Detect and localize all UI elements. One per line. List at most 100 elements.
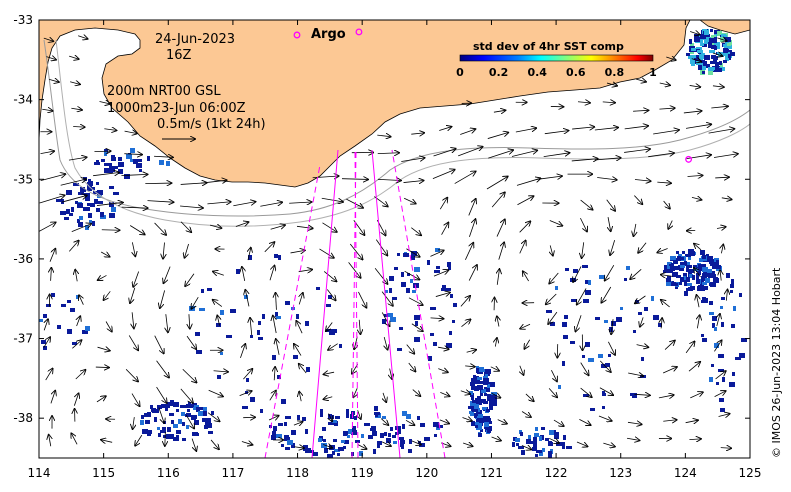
current-vector <box>462 443 472 446</box>
sst-pixel <box>709 377 713 382</box>
current-vector <box>603 443 614 446</box>
sst-pixel <box>719 398 724 402</box>
current-vector <box>290 250 305 253</box>
sst-pixel <box>384 314 388 317</box>
current-vector <box>43 337 50 348</box>
sst-pixel <box>686 277 690 282</box>
current-vector <box>323 445 332 448</box>
current-vector <box>469 219 475 238</box>
sst-pixel <box>197 407 203 410</box>
sst-pixel <box>556 442 560 446</box>
sst-pixel <box>180 405 186 408</box>
sst-pixel <box>521 450 525 455</box>
current-vector <box>708 129 735 134</box>
current-vector <box>233 202 255 207</box>
current-vector <box>491 437 501 441</box>
sst-pixel <box>667 266 671 271</box>
current-vector <box>663 200 670 208</box>
sst-pixel <box>258 337 263 340</box>
sst-pixel <box>78 222 83 227</box>
current-vector <box>133 417 135 429</box>
current-vector <box>296 321 303 334</box>
current-vector <box>726 290 727 301</box>
sst-pixel <box>700 39 703 42</box>
sst-pixel <box>106 168 110 173</box>
current-vector <box>571 159 598 161</box>
sst-pixel <box>677 282 682 285</box>
current-vector <box>549 220 562 225</box>
current-vector <box>274 367 275 381</box>
current-vector <box>576 441 588 446</box>
current-vector <box>536 176 562 180</box>
current-vector <box>79 295 83 305</box>
sst-pixel <box>723 44 726 47</box>
sst-pixel <box>686 288 689 291</box>
sst-pixel <box>570 341 575 344</box>
sst-pixel <box>104 163 110 166</box>
x-tick-label: 124 <box>674 466 697 480</box>
sst-pixel <box>436 427 440 430</box>
sst-pixel <box>434 434 437 437</box>
sst-pixel <box>722 377 725 382</box>
sst-pixel <box>487 384 490 388</box>
sst-pixel <box>420 423 425 427</box>
sst-pixel <box>588 358 594 362</box>
current-vector <box>664 341 675 350</box>
sst-pixel <box>124 174 130 179</box>
current-vector <box>381 291 393 306</box>
current-vector <box>213 300 223 307</box>
sst-pixel <box>447 262 451 267</box>
sst-pixel <box>702 71 705 74</box>
sst-pixel <box>208 431 213 434</box>
sst-pixel <box>320 413 323 417</box>
sst-pixel <box>382 319 386 324</box>
current-vector <box>375 239 387 256</box>
sst-pixel <box>88 213 92 218</box>
current-vector <box>714 391 726 397</box>
current-vector <box>294 344 302 356</box>
sst-pixel <box>351 430 357 435</box>
current-vector <box>209 225 221 228</box>
current-vector <box>521 411 531 417</box>
current-vector <box>180 221 191 232</box>
current-vector <box>461 319 470 327</box>
current-vector <box>580 199 593 210</box>
sst-pixel <box>702 297 706 302</box>
current-vector <box>406 344 415 354</box>
sst-pixel <box>676 266 680 270</box>
sst-pixel <box>46 304 51 307</box>
sst-pixel <box>138 159 142 162</box>
sst-pixel <box>714 37 717 41</box>
sst-pixel <box>558 385 561 389</box>
current-vector <box>634 180 651 182</box>
current-vector <box>154 222 167 235</box>
sst-pixel <box>167 402 173 406</box>
current-vector <box>683 111 702 113</box>
current-vector <box>497 316 499 327</box>
sst-pixel <box>364 423 370 426</box>
current-vector <box>260 202 282 207</box>
current-vector <box>487 133 508 139</box>
sst-pixel <box>452 320 455 323</box>
current-vector <box>296 226 313 228</box>
sst-pixel <box>111 155 115 158</box>
sst-pixel <box>690 286 695 290</box>
current-vector <box>717 38 726 41</box>
sst-pixel <box>526 439 531 444</box>
current-vector <box>440 392 449 396</box>
current-vector <box>602 102 615 103</box>
sst-pixel <box>316 287 320 290</box>
sst-pixel <box>707 269 712 273</box>
sst-pixel <box>714 31 717 34</box>
current-vector <box>250 318 252 336</box>
current-vector <box>594 158 621 160</box>
sst-pixel <box>478 414 483 419</box>
current-vector <box>403 197 416 203</box>
sst-pixel <box>60 211 66 215</box>
sst-pixel <box>194 420 199 425</box>
sst-pixel <box>202 411 207 416</box>
sst-pixel <box>262 314 265 319</box>
sst-pixel <box>679 268 684 271</box>
sst-pixel <box>94 199 98 204</box>
current-vector <box>640 317 643 326</box>
